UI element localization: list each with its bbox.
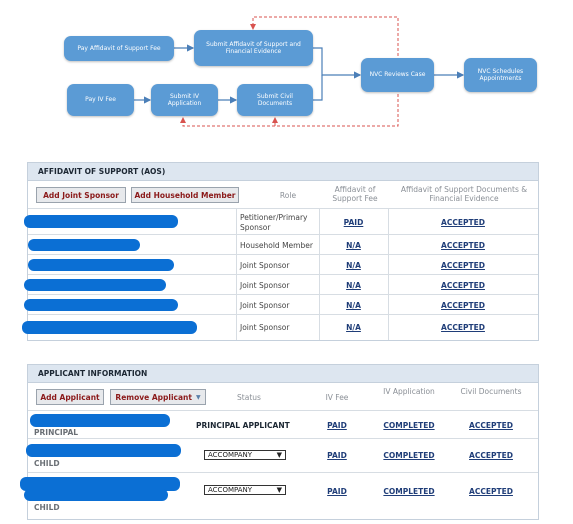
aos-row: Joint Sponsor N/A ACCEPTED: [24, 274, 538, 294]
chevron-down-icon: ▼: [276, 486, 282, 494]
applicant-status-value: ACCOMPANY: [208, 486, 253, 494]
aos-row-docs-link[interactable]: ACCEPTED: [441, 241, 485, 250]
redacted-name: [24, 215, 178, 228]
applicant-status-select[interactable]: ACCOMPANY ▼: [204, 485, 286, 495]
flow-node-pay-iv: Pay IV Fee: [67, 84, 134, 116]
aos-col-fee: Affidavit of Support Fee: [332, 185, 378, 203]
applicant-civil-link[interactable]: ACCEPTED: [469, 451, 513, 460]
applicant-iv-app-link[interactable]: COMPLETED: [383, 451, 435, 460]
applicant-panel-title: APPLICANT INFORMATION: [28, 365, 538, 383]
chevron-down-icon: ▼: [276, 451, 282, 459]
applicant-iv-app-link[interactable]: COMPLETED: [383, 421, 435, 430]
applicant-iv-fee-link[interactable]: PAID: [327, 451, 347, 460]
applicant-status-value: ACCOMPANY: [208, 451, 253, 459]
applicant-iv-app-link[interactable]: COMPLETED: [383, 487, 435, 496]
remove-applicant-label: Remove Applicant: [115, 392, 192, 402]
aos-row: Joint Sponsor N/A ACCEPTED: [22, 314, 538, 340]
applicant-status-select[interactable]: ACCOMPANY ▼: [204, 450, 286, 460]
process-flow-diagram: Pay Affidavit of Support Fee Submit Affi…: [0, 0, 573, 140]
aos-panel-title: AFFIDAVIT OF SUPPORT (AOS): [28, 163, 538, 181]
aos-row-role: Petitioner/Primary Sponsor: [240, 213, 308, 232]
applicant-iv-fee-link[interactable]: PAID: [327, 421, 347, 430]
redacted-name: [24, 299, 178, 311]
flow-node-submit-iv: Submit IV Application: [151, 84, 218, 116]
aos-row: Joint Sponsor N/A ACCEPTED: [24, 294, 538, 314]
aos-col-role: Role: [279, 191, 297, 200]
aos-row-docs-link[interactable]: ACCEPTED: [441, 281, 485, 290]
aos-row-docs-link[interactable]: ACCEPTED: [441, 323, 485, 332]
applicant-civil-link[interactable]: ACCEPTED: [469, 487, 513, 496]
applicant-col-status: Status: [237, 393, 261, 402]
aos-row-fee-link[interactable]: N/A: [346, 281, 361, 290]
flow-node-nvc-schedules: NVC Schedules Appointments: [464, 58, 537, 92]
applicant-status-text: PRINCIPAL APPLICANT: [196, 421, 290, 430]
applicant-col-civil: Civil Documents: [460, 387, 522, 396]
applicant-row: CHILD ACCOMPANY ▼ PAID COMPLETED ACCEPTE…: [20, 472, 538, 518]
redacted-name: [24, 489, 168, 501]
add-joint-sponsor-button[interactable]: Add Joint Sponsor: [36, 187, 126, 203]
flow-node-nvc-reviews: NVC Reviews Case: [361, 58, 434, 92]
aos-row-role: Joint Sponsor: [240, 261, 290, 270]
aos-col-docs: Affidavit of Support Documents & Financi…: [400, 185, 528, 203]
aos-row-role: Joint Sponsor: [240, 281, 290, 290]
applicant-row: PRINCIPAL PRINCIPAL APPLICANT PAID COMPL…: [28, 410, 538, 438]
applicant-iv-fee-link[interactable]: PAID: [327, 487, 347, 496]
applicant-civil-link[interactable]: ACCEPTED: [469, 421, 513, 430]
applicant-type: CHILD: [34, 459, 60, 468]
aos-row: Petitioner/Primary Sponsor PAID ACCEPTED: [24, 208, 538, 234]
flow-node-submit-civil: Submit Civil Documents: [237, 84, 313, 116]
aos-row-fee-link[interactable]: N/A: [346, 301, 361, 310]
aos-row-fee-link[interactable]: N/A: [346, 261, 361, 270]
add-household-member-button[interactable]: Add Household Member: [131, 187, 239, 203]
aos-row: Household Member N/A ACCEPTED: [28, 234, 538, 254]
applicant-type: CHILD: [34, 503, 60, 512]
flow-connectors: [134, 16, 465, 127]
remove-applicant-button[interactable]: Remove Applicant ▼: [110, 389, 206, 405]
redacted-name: [30, 414, 170, 427]
aos-row-fee-link[interactable]: PAID: [343, 218, 364, 227]
redacted-name: [26, 444, 181, 457]
aos-row-docs-link[interactable]: ACCEPTED: [441, 218, 485, 227]
redacted-name: [28, 239, 140, 251]
applicant-row: CHILD ACCOMPANY ▼ PAID COMPLETED ACCEPTE…: [26, 438, 538, 472]
redacted-name: [28, 259, 174, 271]
aos-row-role: Joint Sponsor: [240, 323, 290, 332]
aos-row-fee-link[interactable]: N/A: [346, 241, 361, 250]
applicant-col-iv-app: IV Application: [383, 387, 435, 396]
applicant-col-iv-fee: IV Fee: [325, 393, 349, 402]
aos-panel: AFFIDAVIT OF SUPPORT (AOS) Add Joint Spo…: [22, 162, 539, 341]
aos-row: Joint Sponsor N/A ACCEPTED: [28, 254, 538, 274]
redacted-name: [24, 279, 166, 291]
applicant-panel: APPLICANT INFORMATION Add Applicant Remo…: [20, 364, 539, 520]
aos-row-docs-link[interactable]: ACCEPTED: [441, 301, 485, 310]
add-applicant-button[interactable]: Add Applicant: [36, 389, 104, 405]
flow-node-submit-affidavit: Submit Affidavit of Support and Financia…: [194, 30, 313, 66]
redacted-name: [22, 321, 197, 334]
aos-row-role: Household Member: [240, 241, 313, 250]
aos-row-docs-link[interactable]: ACCEPTED: [441, 261, 485, 270]
aos-row-fee-link[interactable]: N/A: [346, 323, 361, 332]
applicant-type: PRINCIPAL: [34, 428, 79, 437]
redacted-name: [20, 477, 180, 491]
flow-node-pay-affidavit: Pay Affidavit of Support Fee: [64, 36, 174, 61]
chevron-down-icon: ▼: [195, 393, 201, 401]
aos-row-role: Joint Sponsor: [240, 301, 290, 310]
